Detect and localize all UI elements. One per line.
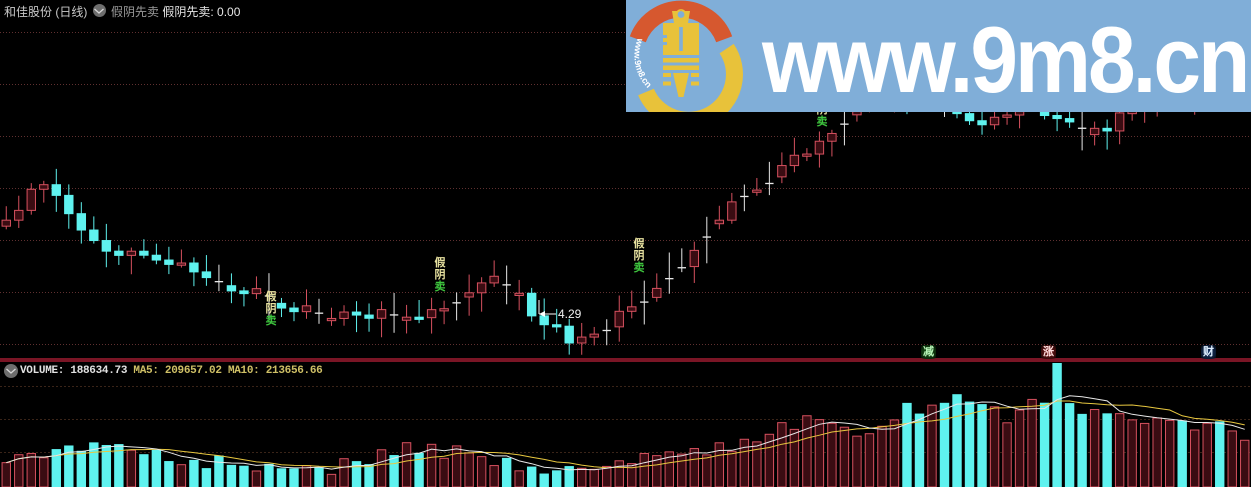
svg-text:www.9m8.cn: www.9m8.cn	[632, 36, 653, 89]
